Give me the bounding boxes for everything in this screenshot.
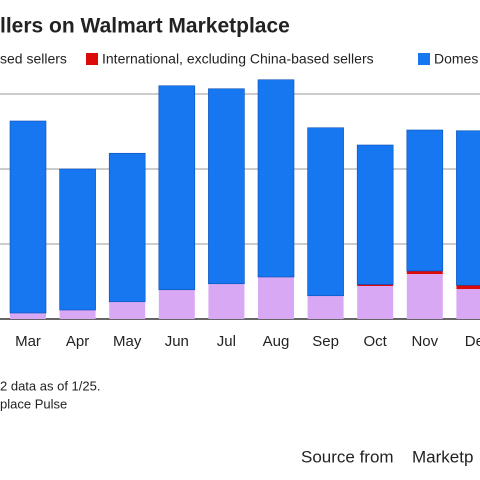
chart-title: llers on Walmart Marketplace [0, 15, 290, 38]
bar-segment [258, 277, 294, 319]
legend-swatch [86, 53, 98, 65]
x-tick-label: Jul [217, 333, 236, 350]
x-tick-label: Oct [364, 333, 388, 350]
bar-segment [158, 85, 196, 291]
x-tick-label: Aug [263, 333, 290, 350]
x-tick-label: Apr [66, 333, 89, 350]
bar-segment [406, 274, 443, 319]
bar-segment [208, 283, 245, 319]
bar-segment [108, 152, 146, 303]
note: 2 data as of 1/25. [0, 378, 100, 393]
bar-segment [307, 295, 344, 319]
legend-label: sed sellers [0, 51, 67, 67]
bar-segment [10, 313, 46, 319]
legend-swatch [418, 53, 430, 65]
bar-segment [406, 271, 443, 274]
bar-segment [158, 289, 195, 319]
bar-segment [59, 168, 96, 311]
bar-segment [357, 286, 394, 319]
bar-segment [257, 79, 295, 278]
x-tick-label: May [113, 333, 142, 350]
bar-segment [109, 301, 146, 319]
x-tick-label: Nov [411, 333, 438, 350]
x-tick-label: Sep [312, 333, 339, 350]
bar-segment [9, 120, 47, 314]
bar-segment [357, 284, 394, 286]
bar-segment [208, 88, 245, 285]
source-link[interactable]: Marketp [412, 447, 473, 466]
legend-label: Domes [434, 51, 478, 67]
bar-segment [307, 127, 344, 297]
x-tick-label: De [465, 333, 480, 350]
bar-segment [456, 289, 480, 319]
x-tick-label: Mar [15, 333, 41, 350]
bar-segment [456, 130, 480, 286]
bar-segment [456, 285, 480, 289]
legend-label: International, excluding China-based sel… [102, 51, 374, 67]
note: place Pulse [0, 396, 67, 411]
source-prefix: Source from [301, 447, 394, 466]
bar-segment [356, 144, 394, 285]
bar-segment [59, 310, 96, 319]
x-tick-label: Jun [165, 333, 189, 350]
bar-segment [406, 129, 444, 272]
